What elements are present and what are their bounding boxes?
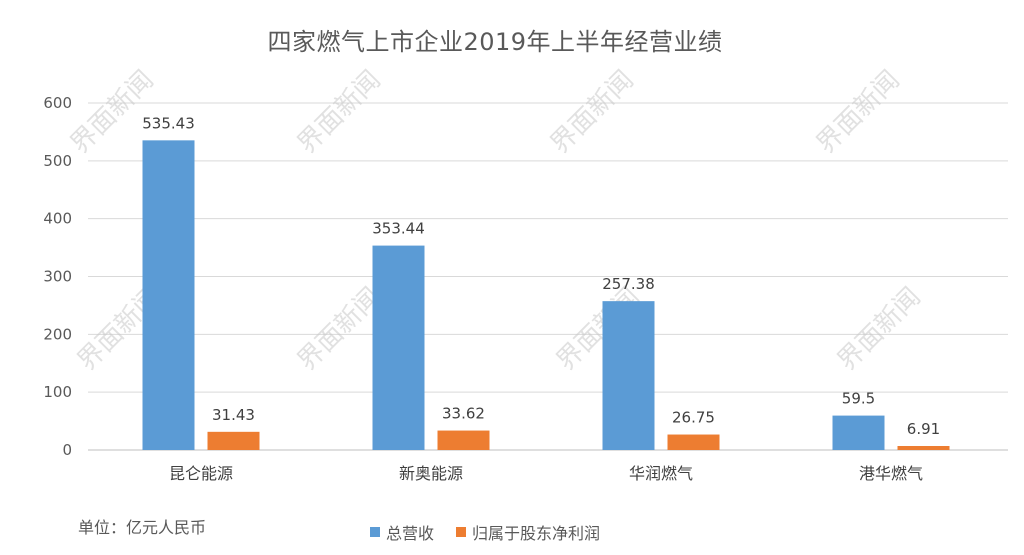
x-category-label: 新奥能源 [399, 464, 463, 483]
y-tick-label: 600 [43, 94, 72, 112]
legend-swatch-revenue [370, 527, 380, 537]
legend-item-net-profit: 归属于股东净利润 [456, 520, 600, 544]
data-label: 59.5 [842, 390, 875, 408]
bar-revenue [372, 245, 425, 450]
y-tick-label: 200 [43, 325, 72, 343]
y-tick-label: 400 [43, 210, 72, 228]
bar-net-profit [207, 431, 260, 450]
data-label: 31.43 [212, 406, 255, 424]
data-label: 535.43 [142, 114, 195, 132]
data-label: 257.38 [602, 275, 655, 293]
y-tick-label: 100 [43, 383, 72, 401]
x-category-label: 昆仑能源 [169, 464, 233, 483]
legend-swatch-net-profit [456, 527, 467, 537]
data-label: 26.75 [672, 409, 715, 427]
watermark-text: 界面新闻 [545, 65, 640, 160]
chart-title: 四家燃气上市企业2019年上半年经营业绩 [267, 28, 723, 56]
bars [142, 140, 950, 450]
data-label: 353.44 [372, 220, 425, 238]
x-category-label: 港华燃气 [859, 464, 923, 483]
data-labels: 535.43 31.43 353.44 33.62 257.38 26.75 59.5 6.9… [142, 114, 940, 438]
y-tick-label: 500 [43, 152, 72, 170]
x-category-label: 华润燃气 [629, 464, 693, 483]
axes: 0 100 200 300 400 500 600 昆仑能源 新奥能源 华润燃气 港华燃气 [43, 94, 923, 483]
data-label: 33.62 [442, 405, 485, 423]
bar-net-profit [437, 430, 490, 450]
bar-revenue [832, 415, 885, 450]
legend: 总营收 归属于股东净利润 [370, 520, 622, 544]
watermark-text: 界面新闻 [292, 65, 387, 160]
bar-net-profit [667, 434, 720, 450]
legend-label-net-profit: 归属于股东净利润 [472, 524, 601, 543]
watermark-text: 界面新闻 [811, 65, 906, 160]
y-tick-label: 300 [43, 268, 72, 286]
unit-note: 单位：亿元人民币 [78, 518, 207, 537]
legend-item-revenue: 总营收 [370, 520, 434, 544]
legend-label-revenue: 总营收 [386, 524, 435, 543]
bar-net-profit [897, 446, 950, 450]
bar-revenue [602, 301, 655, 450]
bar-revenue [142, 140, 195, 450]
y-tick-label: 0 [62, 441, 72, 459]
data-label: 6.91 [907, 420, 940, 438]
watermark-text: 界面新闻 [832, 282, 927, 377]
